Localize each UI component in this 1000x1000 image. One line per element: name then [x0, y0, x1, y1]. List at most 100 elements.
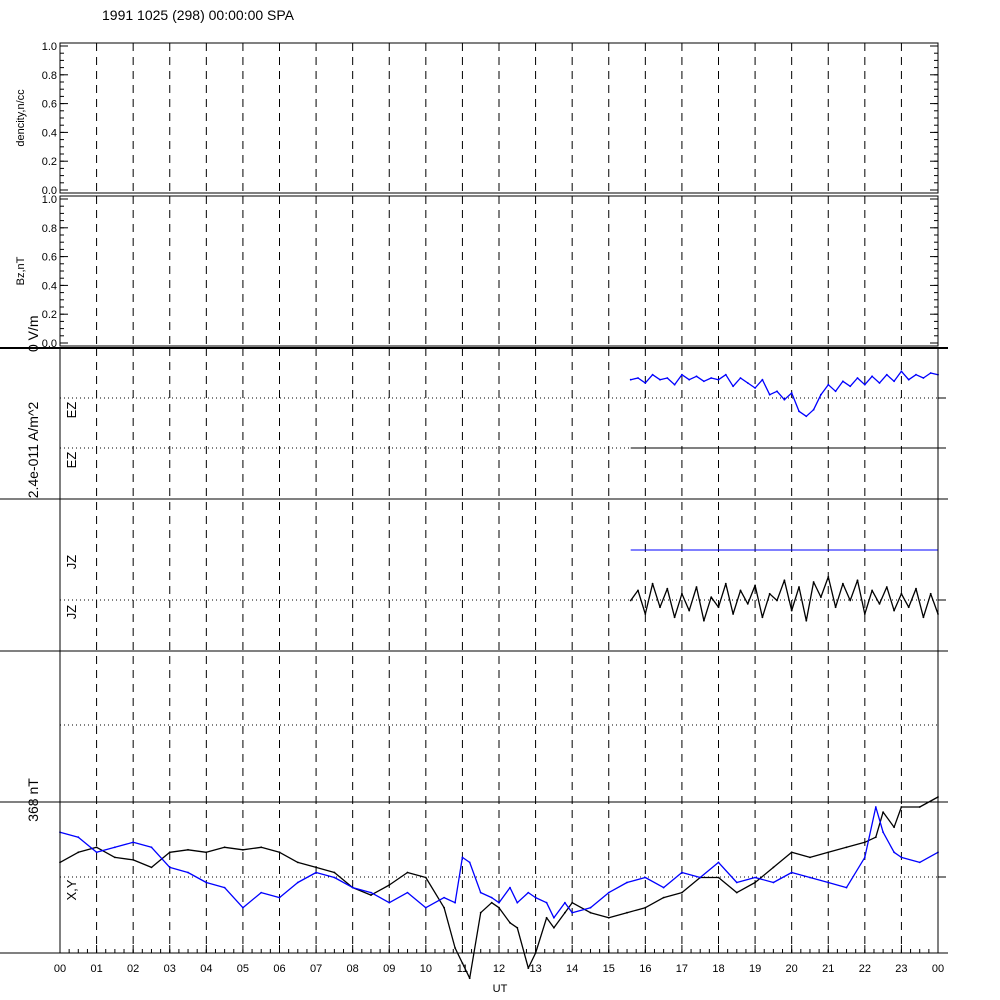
xy-series-1-point-27	[498, 901, 500, 904]
x-tick-label-12: 12	[493, 963, 505, 975]
ez-series-0-point-21	[783, 398, 786, 401]
ez-series-0-point-9	[695, 375, 698, 378]
jz-series-0-point-5	[666, 587, 669, 590]
jz-series-0-point-32	[863, 613, 866, 615]
ez-series-0-point-29	[842, 380, 844, 383]
xy-series-1-point-30	[527, 891, 530, 894]
xy-series-0-point-5	[150, 866, 153, 869]
xy-series-0-point-26	[490, 901, 493, 904]
xy-series-0-point-45	[754, 881, 756, 884]
jz-series-0-point-23	[798, 586, 800, 588]
xy-series-1-point-37	[607, 891, 610, 894]
ez-series-0-point-35	[885, 373, 888, 376]
xy-series-0-point-38	[626, 911, 628, 914]
xy-series-0-point-51	[863, 841, 866, 844]
xy-series-0-point-47	[790, 851, 793, 854]
xy-series-0-point-11	[260, 846, 263, 849]
xy-series-1-point-17	[370, 891, 372, 894]
xy-series-1-point-8	[205, 881, 208, 884]
ez-series-0-point-18	[761, 378, 764, 381]
xy-series-0-point-22	[454, 947, 456, 949]
xy-series-1-point-1	[77, 836, 80, 839]
jz-series-0-point-0	[629, 599, 632, 602]
ez-series-0-point-10	[703, 380, 705, 383]
xy-series-0-point-33	[553, 926, 555, 929]
frame-layer	[0, 42, 948, 954]
xy-series-1-point-5	[150, 846, 153, 849]
xy-series-1-point-12	[278, 896, 281, 899]
xy-series-1-point-46	[772, 881, 775, 884]
xy-series-1-point-33	[553, 916, 555, 919]
xy-series-1-point-49	[827, 881, 830, 884]
bz-ytick-label-2: 0.4	[42, 280, 57, 292]
x-tick-label-14: 14	[566, 963, 578, 975]
jz-series-0-point-25	[812, 581, 815, 583]
density-ytick-label-5: 1.0	[42, 41, 57, 53]
xy-series-1-point-56	[918, 861, 921, 864]
xy-series-1-point-19	[406, 891, 409, 894]
ez-series-0-point-13	[724, 373, 727, 376]
x-tick-label-17: 17	[676, 963, 688, 975]
xy-series-0-point-18	[388, 884, 391, 886]
ez-series-0-point-33	[871, 375, 873, 378]
xy-series-1-point-9	[223, 886, 226, 889]
x-tick-label-24: 00	[932, 963, 944, 975]
xy-series-1-point-23	[461, 856, 464, 859]
xy-series-0-point-53	[882, 811, 884, 813]
jz-series-0-point-30	[849, 599, 852, 602]
x-tick-label-2: 02	[127, 963, 139, 975]
xy-series-0-point-30	[527, 967, 530, 969]
x-tick-label-6: 06	[273, 963, 285, 975]
bz-ytick-label-3: 0.6	[42, 252, 57, 264]
xy-series-0-point-12	[278, 851, 281, 854]
xy-series-1-point-47	[790, 871, 793, 874]
ez-series-0-point-2	[644, 382, 647, 384]
ez-series-0-point-25	[812, 408, 815, 411]
xy-series-1-point-39	[644, 876, 647, 879]
x-tick-label-11: 11	[457, 963, 468, 975]
bz-ytick-label-1: 0.2	[42, 309, 57, 321]
ez-series-0-point-0	[629, 378, 632, 381]
xy-series-0-point-39	[644, 906, 647, 909]
x-tick-label-3: 03	[164, 963, 176, 975]
ez-series-0-point-23	[798, 410, 800, 413]
jz-series-0-point-18	[761, 616, 764, 619]
ez-series-0-point-28	[834, 390, 837, 393]
jz-series-0-point-3	[651, 582, 654, 585]
jz-series-0-point-22	[790, 609, 793, 612]
jz-series-0-point-6	[673, 616, 676, 619]
xy-scale-label: 368 nT	[25, 778, 41, 822]
bz-y-axis-label: Bz,nT	[15, 256, 27, 285]
xy-series-1-point-28	[509, 886, 511, 889]
bz-ytick-label-4: 0.8	[42, 223, 57, 235]
x-tick-label-21: 21	[822, 963, 834, 975]
jz-series-0-point-13	[724, 582, 727, 585]
xy-series-0-point-35	[571, 901, 574, 904]
x-tick-label-8: 08	[347, 963, 359, 975]
jz-series-0-point-40	[922, 616, 925, 619]
ez-scale-label: 0 V/m	[25, 315, 41, 352]
xy-series-0-point-3	[114, 856, 116, 859]
xy-series-1-point-13	[296, 881, 299, 884]
xy-series-0-point-44	[735, 891, 738, 894]
ez-series-0-point-20	[776, 390, 778, 393]
xy-series-1-point-51	[863, 856, 866, 859]
xy-series-1-point-45	[754, 876, 756, 879]
xy-series-0-point-37	[607, 916, 610, 919]
jz-series-0-point-33	[871, 589, 873, 592]
jz-series-0-point-2	[644, 613, 647, 615]
ez-series-0-point-26	[820, 393, 822, 396]
density-ytick-label-3: 0.6	[42, 99, 57, 111]
xy-series-1-point-2	[95, 851, 98, 854]
xy-series-1-point-35	[571, 911, 574, 914]
xy-series-1-point-41	[681, 871, 683, 874]
xy-series-0-line	[59, 796, 939, 979]
ez-series-0-point-38	[907, 378, 910, 381]
xy-series-0-point-15	[333, 871, 336, 874]
x-tick-label-20: 20	[786, 963, 798, 975]
xy-series-0-point-27	[498, 906, 500, 909]
jz-series-0-line	[630, 576, 939, 622]
jz-series-0-point-20	[776, 599, 778, 602]
label-layer: 0.0 0.2 0.4 0.6 0.8 1.0 dencity,n/cc 0.0 0.2 0.4 0…	[15, 41, 944, 975]
